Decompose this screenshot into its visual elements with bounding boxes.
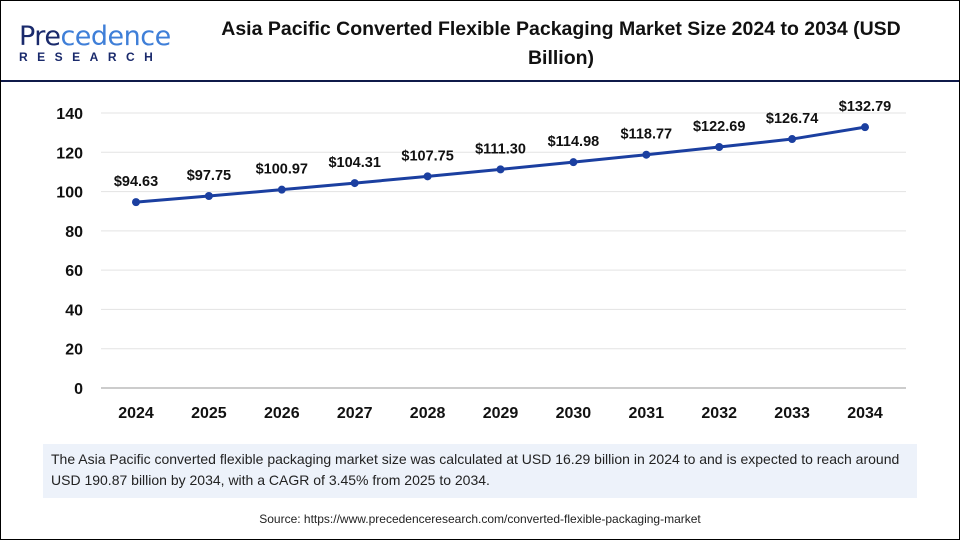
- y-tick-label: 80: [65, 224, 83, 241]
- logo-text-top: Precedence: [19, 21, 171, 52]
- data-label: $122.69: [693, 119, 745, 135]
- y-tick-label: 20: [65, 342, 83, 359]
- x-tick-label: 2027: [337, 405, 373, 422]
- x-tick-label: 2031: [629, 405, 665, 422]
- data-point: [569, 158, 578, 167]
- x-tick-label: 2032: [701, 405, 737, 422]
- data-label: $114.98: [548, 134, 600, 150]
- header-divider: [1, 80, 959, 82]
- x-tick-label: 2028: [410, 405, 446, 422]
- summary-note: The Asia Pacific converted flexible pack…: [43, 444, 917, 498]
- y-tick-label: 100: [56, 185, 83, 202]
- data-point: [496, 165, 505, 174]
- data-point: [277, 185, 286, 194]
- data-point: [788, 135, 797, 144]
- data-point: [642, 150, 651, 159]
- precedence-research-logo: Precedence RESEARCH: [19, 21, 171, 65]
- x-tick-label: 2025: [191, 405, 227, 422]
- logo-text-bottom: RESEARCH: [19, 50, 163, 64]
- data-point: [350, 179, 359, 188]
- data-label: $94.63: [114, 174, 158, 190]
- data-label: $132.79: [839, 99, 891, 115]
- data-point: [861, 123, 869, 132]
- data-label: $111.30: [475, 141, 526, 157]
- data-label: $97.75: [187, 168, 231, 184]
- y-tick-label: 0: [74, 381, 83, 398]
- x-tick-label: 2034: [847, 405, 883, 422]
- x-tick-label: 2029: [483, 405, 519, 422]
- data-point: [715, 143, 724, 152]
- y-tick-label: 140: [56, 106, 83, 123]
- data-point: [132, 198, 140, 207]
- y-tick-label: 40: [65, 302, 83, 319]
- data-point: [423, 172, 432, 181]
- x-tick-label: 2026: [264, 405, 300, 422]
- series-line: [135, 125, 866, 204]
- x-tick-label: 2024: [118, 405, 154, 422]
- x-tick-label: 2033: [774, 405, 810, 422]
- data-point: [204, 191, 213, 200]
- data-label: $118.77: [620, 127, 672, 143]
- y-tick-label: 120: [56, 145, 83, 162]
- y-tick-label: 60: [65, 263, 83, 280]
- data-label: $100.97: [256, 162, 308, 178]
- x-tick-label: 2030: [556, 405, 592, 422]
- chart-title: Asia Pacific Converted Flexible Packagin…: [221, 18, 901, 69]
- data-label: $107.75: [401, 148, 453, 164]
- source-text: Source: https://www.precedenceresearch.c…: [259, 512, 701, 526]
- data-label: $104.31: [328, 155, 380, 171]
- line-chart: 0 20 40 60 80 100 120 140 2024 2025 2026 2027 2028 20…: [56, 99, 906, 422]
- data-label: $126.74: [766, 111, 818, 127]
